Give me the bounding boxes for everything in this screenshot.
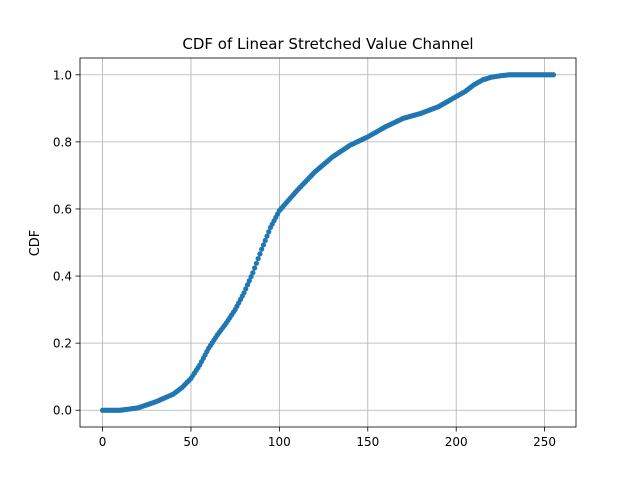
- cdf-point: [550, 72, 557, 78]
- x-tick-label: 100: [268, 435, 291, 449]
- x-tick-label: 250: [533, 435, 556, 449]
- plot-frame: [79, 57, 577, 428]
- cdf-point: [266, 229, 272, 235]
- y-tick-label: 0.4: [53, 270, 72, 284]
- cdf-point: [259, 246, 265, 252]
- y-tick-label: 0.8: [53, 135, 72, 149]
- cdf-point: [253, 260, 259, 266]
- grid-layer: [80, 58, 576, 427]
- cdf-point: [241, 290, 247, 296]
- cdf-point: [255, 256, 261, 262]
- cdf-point: [260, 242, 267, 248]
- x-tick-label: 0: [99, 435, 107, 449]
- cdf-point: [250, 270, 256, 276]
- x-tick-label: 150: [356, 435, 379, 449]
- ticks-layer: 0 50 100 150 200 250 0.0 0.2 0.4 0.6 0.8 1.0: [53, 68, 556, 449]
- x-tick-label: 200: [445, 435, 468, 449]
- cdf-point: [248, 274, 254, 280]
- y-tick-label: 0.6: [53, 202, 72, 216]
- y-tick-label: 0.2: [53, 337, 72, 351]
- cdf-point: [243, 286, 249, 292]
- cdf-point: [262, 237, 268, 244]
- cdf-point: [257, 251, 263, 257]
- cdf-point: [252, 265, 258, 271]
- y-tick-label: 1.0: [53, 68, 72, 82]
- x-tick-label: 50: [183, 435, 198, 449]
- points-layer: [99, 72, 557, 413]
- cdf-point: [246, 278, 252, 284]
- y-axis-label: CDF: [28, 230, 43, 257]
- cdf-point: [264, 233, 270, 239]
- chart-title: CDF of Linear Stretched Value Channel: [182, 35, 473, 53]
- cdf-point: [244, 282, 251, 288]
- y-tick-label: 0.0: [53, 404, 72, 418]
